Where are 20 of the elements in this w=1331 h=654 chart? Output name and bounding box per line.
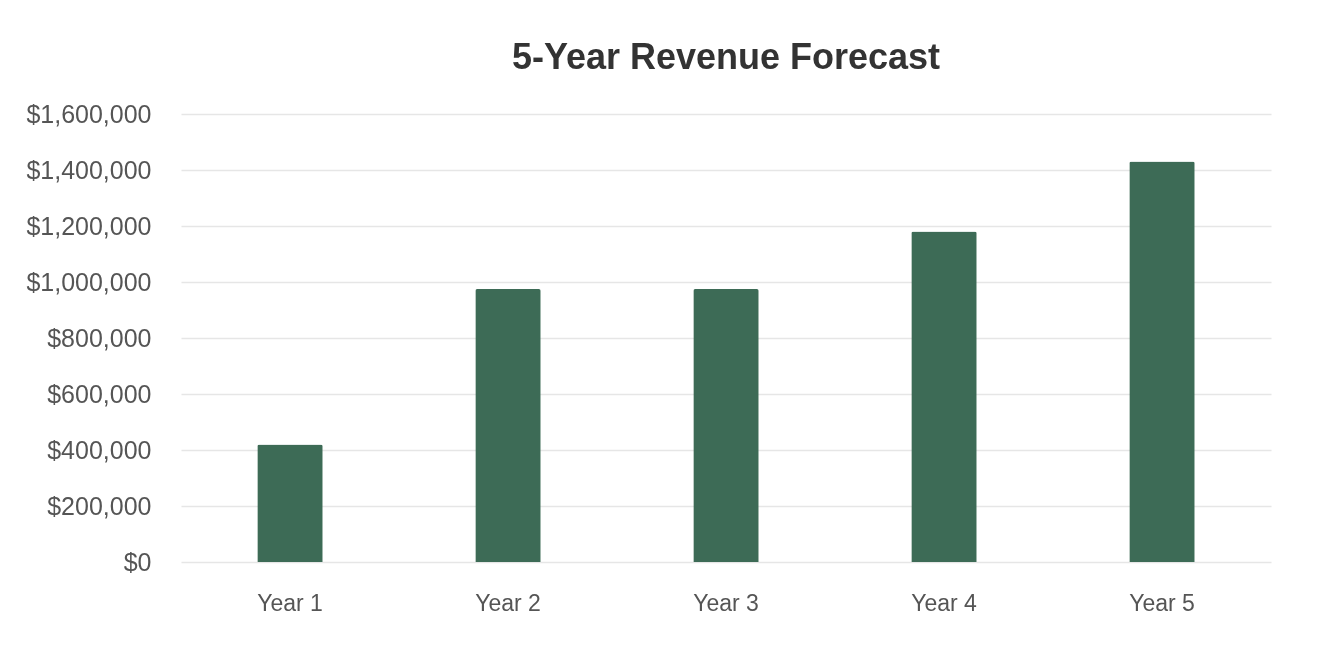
y-tick-label: $1,200,000 xyxy=(26,211,152,240)
y-tick-label: $1,600,000 xyxy=(26,99,152,128)
x-tick-label: Year 4 xyxy=(911,589,978,616)
bar xyxy=(257,444,323,562)
y-tick-label: $800,000 xyxy=(47,323,152,352)
x-tick-label: Year 2 xyxy=(475,589,541,616)
y-tick-label: $400,000 xyxy=(47,435,152,464)
x-tick-label: Year 3 xyxy=(693,589,759,616)
y-tick-label: $200,000 xyxy=(47,491,152,520)
y-tick-label: $1,400,000 xyxy=(26,155,152,184)
y-tick-label: $600,000 xyxy=(47,379,152,408)
bar xyxy=(475,289,541,562)
x-tick-label: Year 5 xyxy=(1129,589,1195,616)
x-tick-label: Year 1 xyxy=(257,589,323,616)
bar xyxy=(1129,161,1195,562)
bar xyxy=(693,289,759,562)
bar xyxy=(911,231,977,562)
y-tick-label: $1,000,000 xyxy=(26,267,152,296)
y-tick-label: $0 xyxy=(123,547,152,576)
chart-title: 5-Year Revenue Forecast xyxy=(511,36,941,77)
